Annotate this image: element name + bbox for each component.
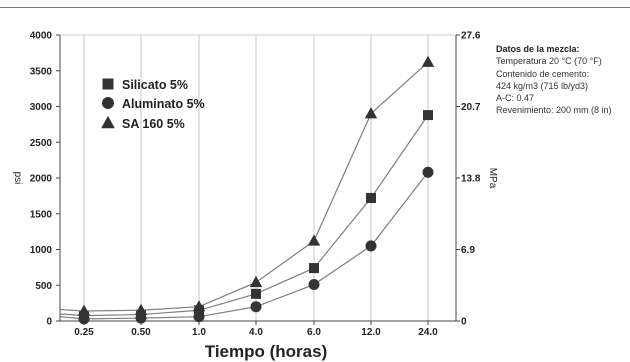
top-rule: [0, 7, 630, 8]
data-point-circle: [102, 97, 114, 109]
mix-data-line: Contenido de cemento:: [496, 68, 590, 79]
series-line: [59, 171, 429, 320]
mix-data-line: 424 kg/m3 (715 lb/yd3): [496, 80, 589, 91]
data-point-circle: [135, 312, 147, 324]
data-point-circle: [422, 166, 434, 178]
y-tick-label: 2500: [30, 138, 53, 149]
data-point-triangle: [364, 107, 378, 119]
y-tick-label: 1500: [30, 209, 53, 220]
data-point-circle: [308, 279, 320, 291]
series-line: [59, 61, 429, 312]
data-point-triangle: [101, 115, 115, 129]
legend-label: Silicato 5%: [122, 78, 188, 92]
data-point-circle: [78, 313, 90, 325]
mix-data-notes: Datos de la mezcla: Temperatura 20 °C (7…: [496, 43, 630, 117]
y-tick-label: 0: [46, 317, 52, 328]
legend-label: SA 160 5%: [122, 117, 185, 131]
data-point-square: [423, 110, 433, 121]
data-point-triangle: [134, 303, 148, 315]
mix-data-line: Temperatura 20 °C (70 °F): [496, 56, 602, 67]
data-point-square: [309, 263, 319, 274]
data-point-triangle: [307, 234, 321, 246]
y-axis-label-left: psi: [12, 172, 23, 185]
x-tick-label: 12.0: [361, 327, 381, 338]
y2-tick-label: 6.9: [461, 245, 475, 256]
x-tick-label: 0.50: [131, 327, 151, 338]
data-point-triangle: [77, 304, 91, 316]
x-tick-label: 1.0: [192, 327, 206, 338]
mix-data-line: A-C: 0.47: [496, 93, 535, 104]
data-point-circle: [193, 311, 205, 323]
y2-tick-label: 27.6: [461, 31, 481, 42]
y2-tick-label: 20.7: [461, 102, 481, 113]
data-point-triangle: [192, 300, 206, 312]
data-point-triangle: [249, 275, 263, 288]
x-tick-label: 24.0: [418, 327, 438, 338]
y-axis-label-right: MPa: [487, 168, 498, 189]
data-point-square: [102, 78, 114, 90]
x-tick-label: 4.0: [249, 327, 263, 338]
y-tick-label: 3000: [30, 102, 53, 113]
mix-data-title: Datos de la mezcla:: [496, 44, 580, 54]
y-tick-label: 2000: [30, 174, 53, 185]
y-tick-label: 4000: [30, 31, 53, 42]
data-point-square: [251, 288, 261, 299]
data-point-circle: [250, 301, 262, 313]
mix-data-line: Revenimiento: 200 mm (8 in): [496, 105, 612, 116]
x-tick-label: 0.25: [74, 327, 94, 338]
x-tick-label: 6.0: [307, 327, 321, 338]
y-tick-label: 3500: [30, 66, 53, 77]
x-axis-label: Tiempo (horas): [205, 342, 327, 361]
data-point-triangle: [421, 55, 435, 67]
y2-tick-label: 0: [461, 317, 467, 328]
y-tick-label: 1000: [30, 245, 53, 256]
data-point-circle: [365, 240, 377, 252]
legend-label: Aluminato 5%: [122, 97, 205, 111]
data-point-square: [366, 193, 376, 204]
y-tick-label: 500: [35, 281, 52, 292]
series-line: [59, 114, 429, 317]
y2-tick-label: 13.8: [461, 174, 481, 185]
